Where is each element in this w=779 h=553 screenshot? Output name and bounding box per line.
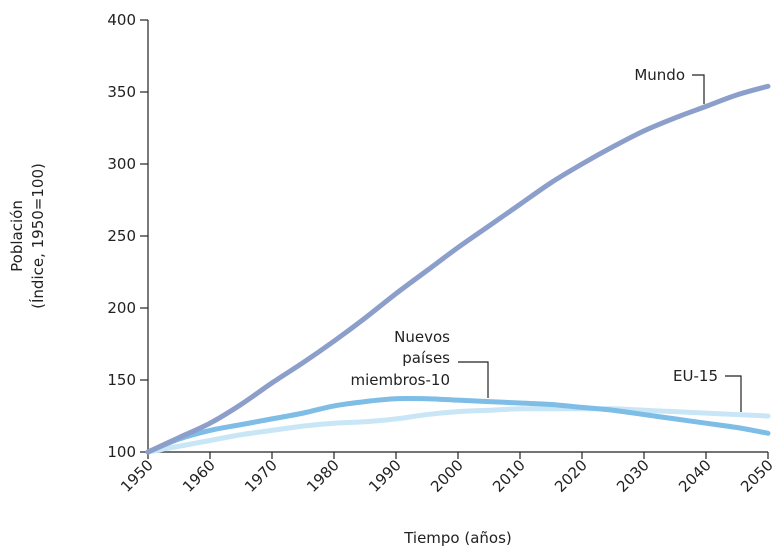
y-tick-label: 250 — [107, 227, 136, 245]
y-tick-label: 200 — [107, 299, 136, 317]
series-line-2 — [145, 406, 771, 455]
annotation-eu15: EU-15 — [673, 367, 718, 385]
y-tick-label: 300 — [107, 155, 136, 173]
y-tick-label: 400 — [107, 11, 136, 29]
annotation-nuevos-leader — [458, 361, 489, 398]
x-tick-label: 2040 — [675, 456, 715, 496]
annotation-nuevos-line2: países — [402, 349, 450, 367]
y-tick-label: 100 — [107, 443, 136, 461]
x-tick-label: 1950 — [117, 456, 157, 496]
x-tick-label: 2020 — [551, 456, 591, 496]
y-axis-title-line1: Población — [8, 200, 26, 272]
x-tick-label: 2050 — [737, 456, 777, 496]
annotation-mundo-leader — [692, 74, 705, 104]
annotation-nuevos-line1: Nuevos — [394, 328, 450, 346]
y-tick-label: 150 — [107, 371, 136, 389]
x-tick-label: 1970 — [241, 456, 281, 496]
y-axis-title-line2: (Índice, 1950=100) — [28, 163, 47, 309]
series-line-0 — [145, 83, 771, 455]
annotations: Mundo Nuevos países miembros-10 EU-15 — [351, 66, 742, 412]
series-line-1 — [145, 395, 771, 455]
annotation-nuevos-line3: miembros-10 — [351, 371, 450, 389]
axis-titles: Tiempo (años) Población (Índice, 1950=10… — [8, 163, 512, 547]
x-axis-title: Tiempo (años) — [403, 529, 512, 547]
x-tick-label: 2000 — [427, 456, 467, 496]
x-tick-label: 1990 — [365, 456, 405, 496]
annotation-mundo: Mundo — [634, 66, 685, 84]
x-tick-label: 2010 — [489, 456, 529, 496]
series-layer — [145, 83, 771, 455]
x-tick-label: 2030 — [613, 456, 653, 496]
x-tick-label: 1980 — [303, 456, 343, 496]
x-ticks: 1950 1960 1970 1980 1990 2000 2010 2020 2030 2040… — [117, 452, 777, 496]
y-tick-label: 350 — [107, 83, 136, 101]
y-ticks: 100 150 200 250 300 350 400 — [107, 11, 148, 461]
annotation-eu15-leader — [725, 375, 742, 412]
x-tick-label: 1960 — [179, 456, 219, 496]
